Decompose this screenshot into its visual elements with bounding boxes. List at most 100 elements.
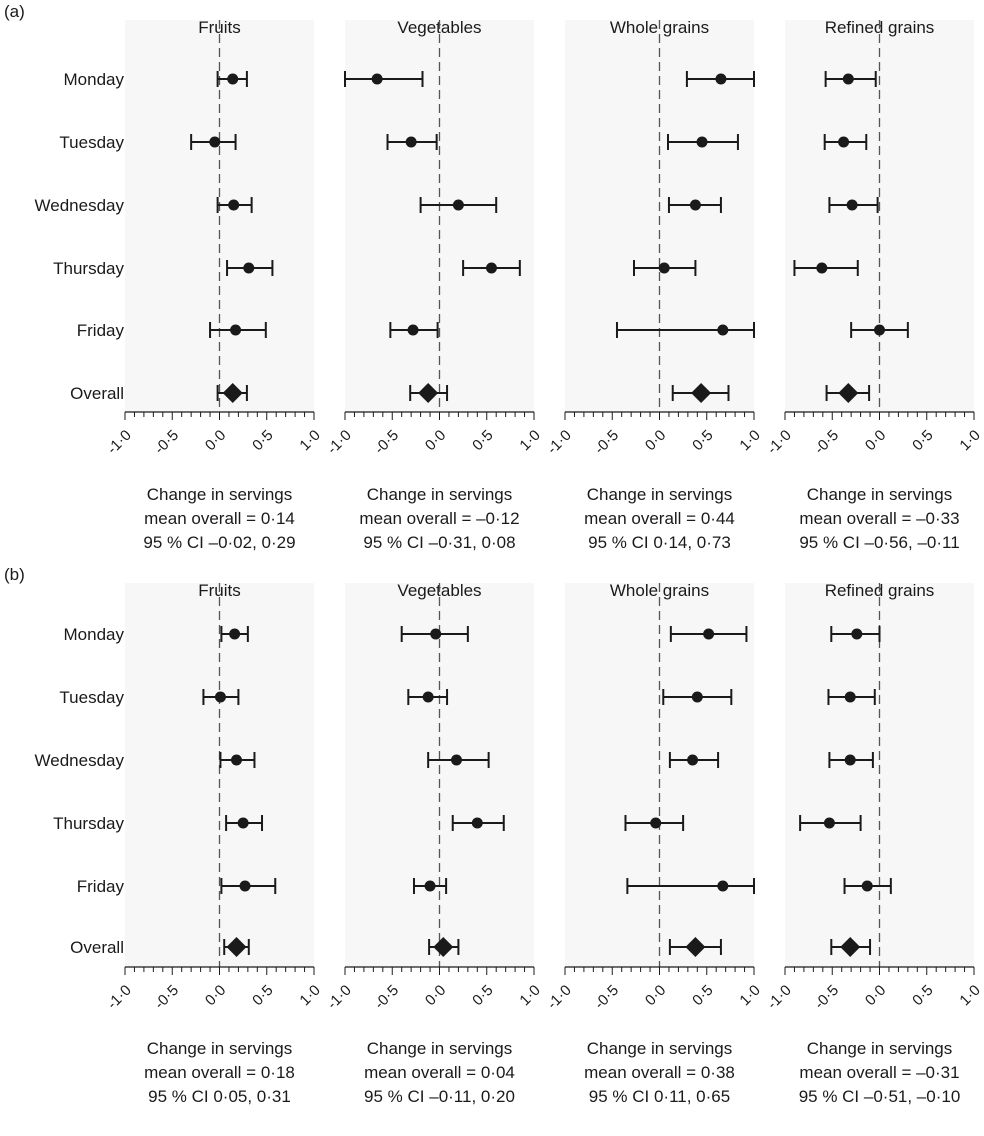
footer-line: Change in servings: [147, 485, 293, 504]
footer-line: Change in servings: [367, 1039, 513, 1058]
data-point-wednesday: [419, 197, 498, 213]
data-point-friday: [412, 878, 448, 894]
footer-line: Change in servings: [807, 1039, 953, 1058]
tick-label: -0·5: [591, 982, 622, 1013]
tick-label: 0·0: [642, 982, 669, 1009]
row-label: Overall: [70, 384, 124, 403]
overall-diamond-marker: [222, 383, 243, 403]
tick-label: 0·5: [689, 982, 716, 1009]
tick-label: 0·0: [642, 427, 669, 454]
data-point-monday: [824, 71, 877, 87]
tick-label: 1·0: [296, 427, 323, 454]
tick-label: 0·5: [689, 427, 716, 454]
tick-label: 1·0: [516, 982, 543, 1009]
tick-label: 1·0: [956, 982, 983, 1009]
point-estimate-marker: [851, 628, 863, 640]
tick-label: -1·0: [324, 982, 355, 1013]
point-estimate-marker: [717, 880, 729, 892]
tick-label: -1·0: [764, 427, 795, 458]
data-point-monday: [220, 626, 249, 642]
data-point-tuesday: [823, 134, 868, 150]
footer-line: 95 % CI –0·02, 0·29: [143, 533, 295, 552]
footer-line: mean overall = –0·12: [359, 509, 519, 528]
data-point-tuesday: [662, 689, 733, 705]
point-estimate-marker: [658, 262, 670, 274]
footer-line: Change in servings: [367, 485, 513, 504]
data-point-wednesday: [667, 197, 722, 213]
tick-label: 0·0: [202, 427, 229, 454]
tick-label: 1·0: [956, 427, 983, 454]
tick-label: 0·5: [909, 427, 936, 454]
point-estimate-marker: [243, 262, 255, 274]
point-estimate-marker: [229, 628, 241, 640]
row-label: Monday: [64, 625, 125, 644]
data-point-monday: [344, 71, 424, 87]
point-estimate-marker: [687, 754, 699, 766]
data-point-friday: [850, 322, 909, 338]
point-estimate-marker: [842, 73, 854, 85]
tick-label: -1·0: [324, 427, 355, 458]
data-point-wednesday: [216, 197, 253, 213]
panel-label: (b): [4, 565, 25, 584]
data-point-wednesday: [427, 752, 490, 768]
point-estimate-marker: [485, 262, 497, 274]
point-estimate-marker: [214, 691, 226, 703]
overall-diamond-marker: [226, 937, 247, 957]
footer-line: 95 % CI 0·05, 0·31: [148, 1087, 291, 1106]
row-label: Wednesday: [35, 196, 125, 215]
footer-line: 95 % CI 0·14, 0·73: [588, 533, 731, 552]
data-point-tuesday: [667, 134, 739, 150]
tick-label: -1·0: [544, 982, 575, 1013]
point-estimate-marker: [231, 754, 243, 766]
point-estimate-marker: [717, 324, 729, 336]
overall-diamond-marker: [840, 937, 861, 957]
panel-a: (a) Monday Tuesday Wednesday Thursday Friday O…: [4, 2, 984, 552]
overall-diamond-marker: [433, 937, 454, 957]
tick-label: 0·5: [909, 982, 936, 1009]
footer-line: 95 % CI –0·31, 0·08: [363, 533, 515, 552]
tick-label: 1·0: [296, 982, 323, 1009]
data-point-friday: [626, 878, 755, 894]
data-point-overall: [668, 937, 722, 957]
point-estimate-marker: [861, 880, 873, 892]
point-estimate-marker: [816, 262, 828, 274]
data-point-tuesday: [190, 134, 237, 150]
data-point-overall: [825, 383, 871, 403]
panel-label: (a): [4, 2, 25, 21]
data-point-overall: [223, 937, 250, 957]
data-point-tuesday: [407, 689, 449, 705]
point-estimate-marker: [371, 73, 383, 85]
tick-label: -1·0: [104, 427, 135, 458]
data-point-tuesday: [827, 689, 876, 705]
point-estimate-marker: [452, 199, 464, 211]
data-point-wednesday: [219, 752, 256, 768]
point-estimate-marker: [228, 199, 240, 211]
point-estimate-marker: [874, 324, 885, 336]
data-point-wednesday: [668, 752, 720, 768]
row-label: Thursday: [53, 259, 124, 278]
data-point-overall: [216, 383, 248, 403]
tick-label: 0·5: [469, 982, 496, 1009]
point-estimate-marker: [823, 817, 835, 829]
tick-label: 0·5: [469, 427, 496, 454]
point-estimate-marker: [422, 691, 434, 703]
point-estimate-marker: [691, 691, 703, 703]
row-label: Overall: [70, 938, 124, 957]
point-estimate-marker: [405, 136, 417, 148]
data-point-tuesday: [386, 134, 438, 150]
point-estimate-marker: [237, 817, 249, 829]
point-estimate-marker: [227, 73, 239, 85]
tick-label: 0·5: [249, 427, 276, 454]
point-estimate-marker: [407, 324, 419, 336]
point-estimate-marker: [471, 817, 483, 829]
data-point-monday: [400, 626, 469, 642]
data-point-friday: [615, 322, 755, 338]
point-estimate-marker: [703, 628, 715, 640]
